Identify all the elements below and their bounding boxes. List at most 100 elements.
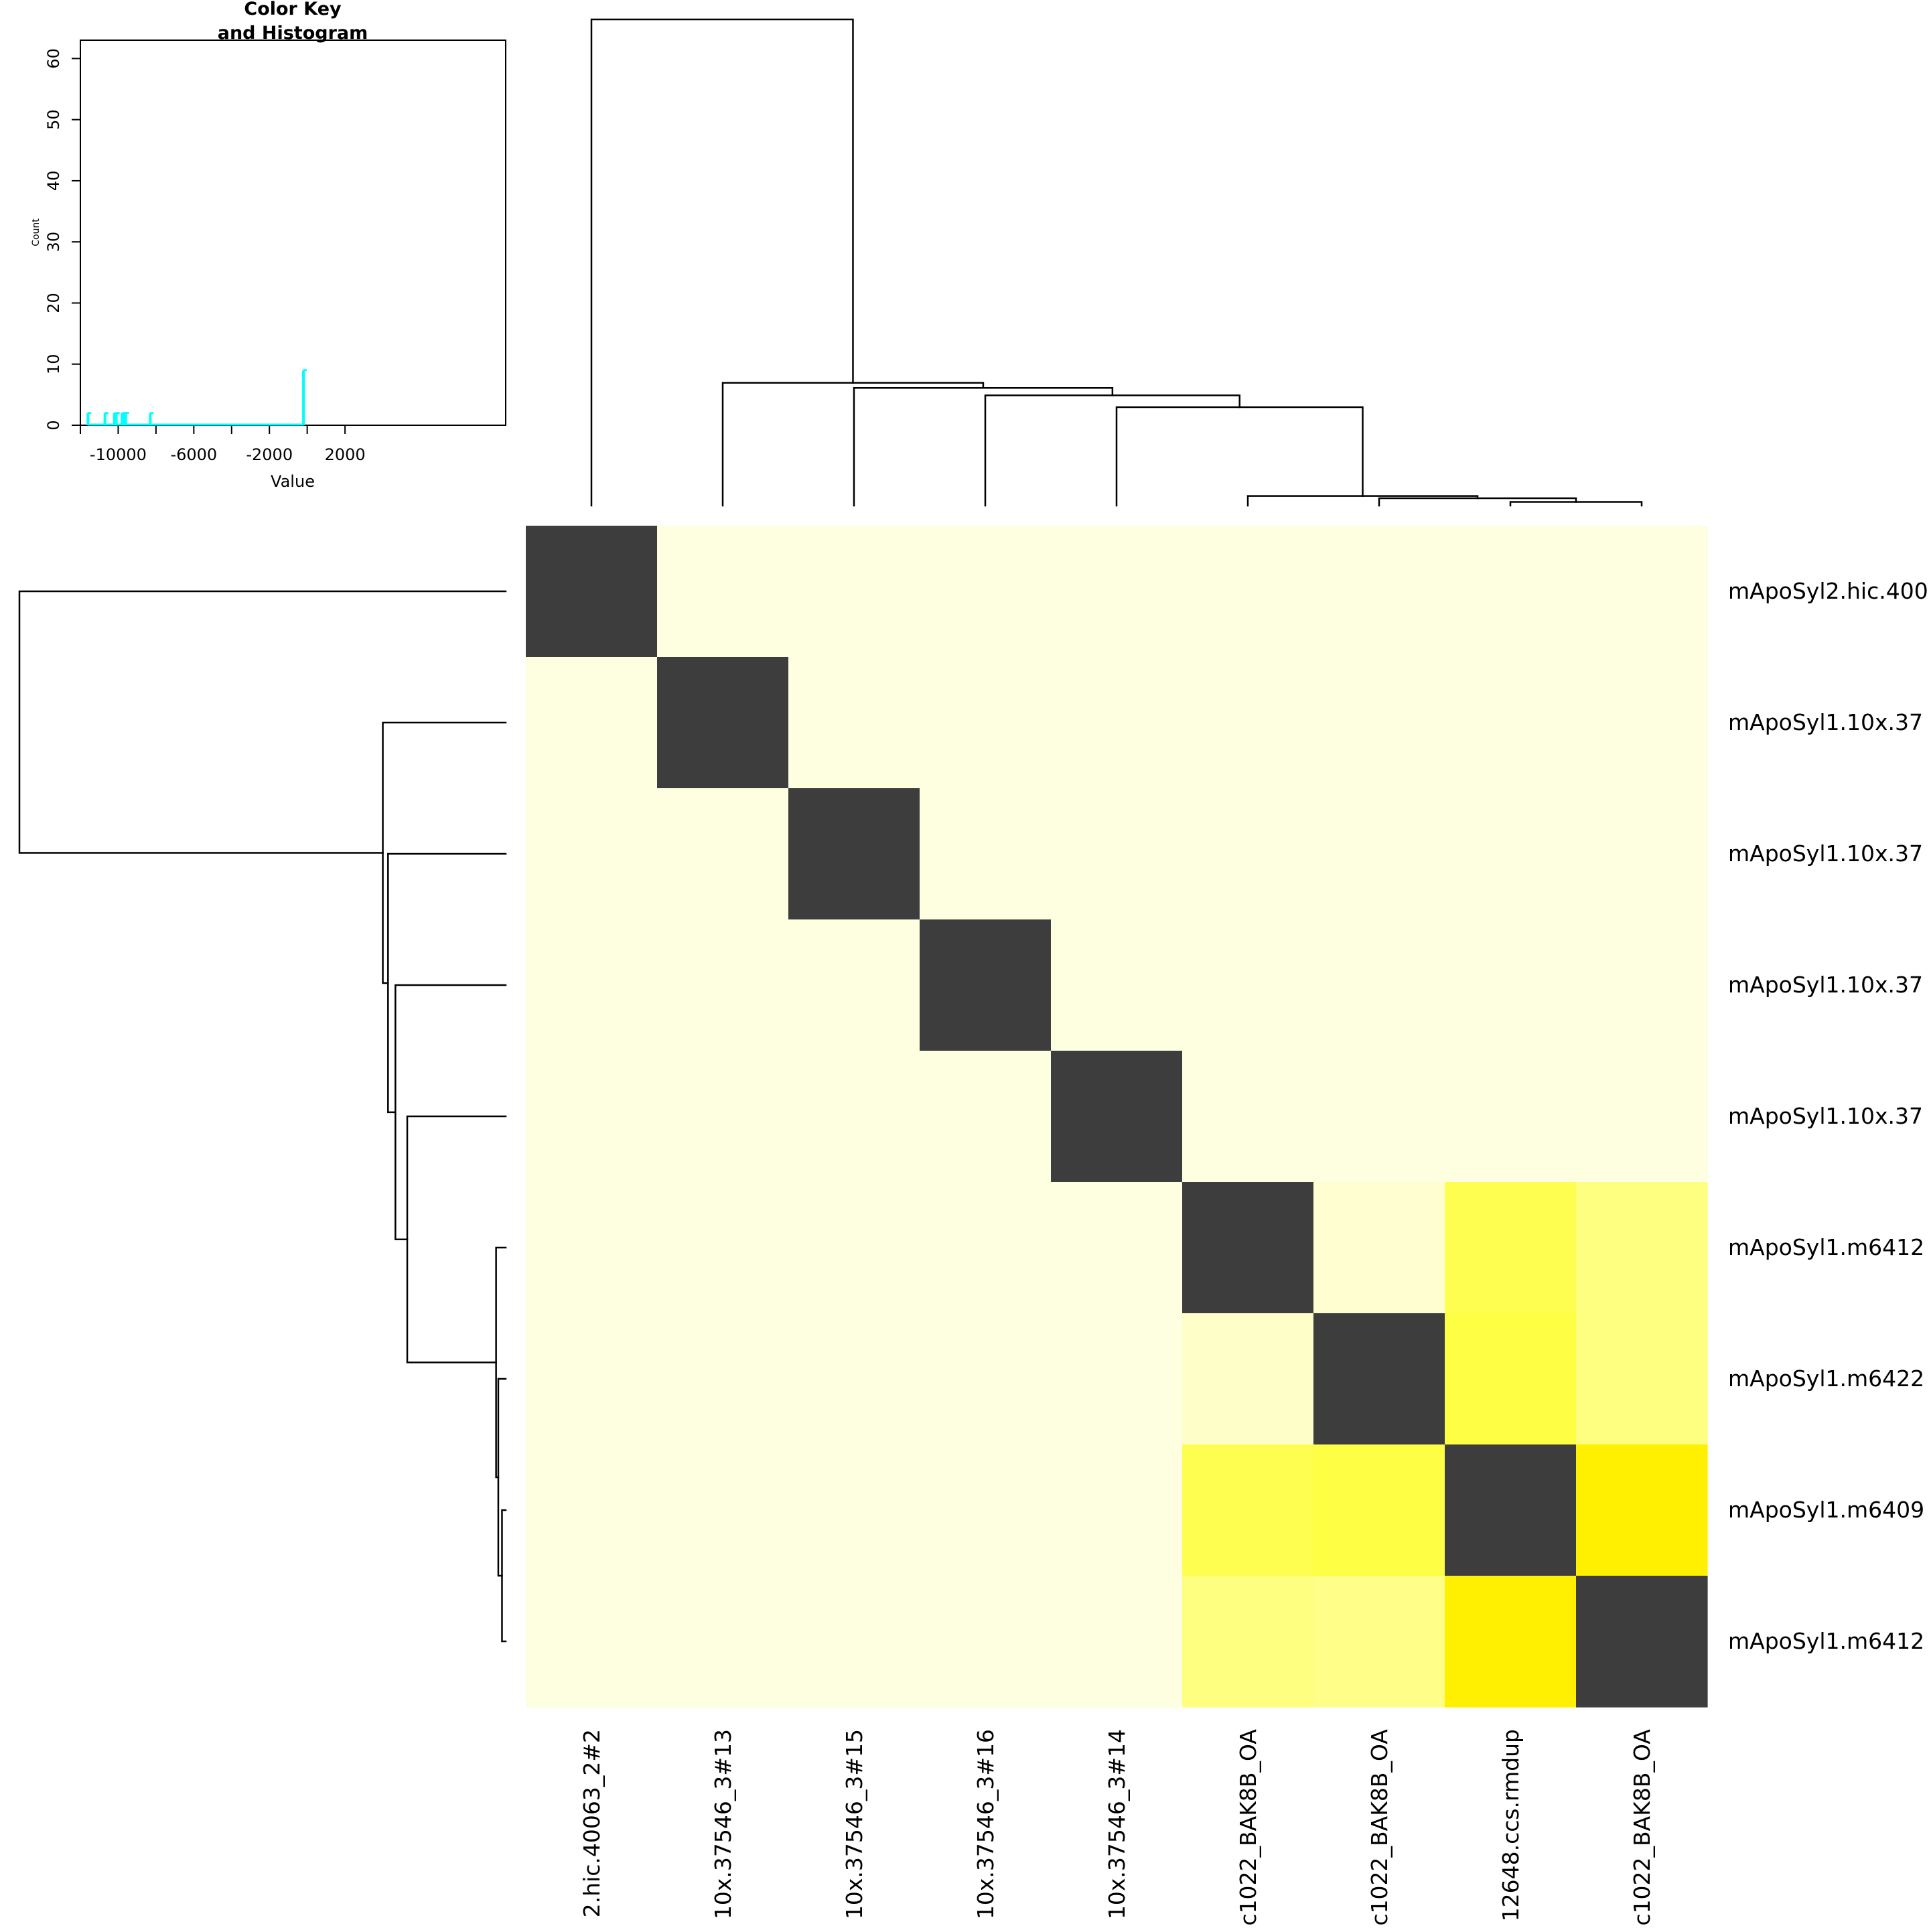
heatmap-cell bbox=[920, 1182, 1052, 1314]
heatmap-cell bbox=[1182, 919, 1314, 1051]
heatmap-cell bbox=[1576, 1444, 1708, 1576]
heatmap-cell bbox=[920, 1576, 1052, 1708]
heatmap-cell bbox=[1313, 526, 1445, 658]
heatmap-cell bbox=[788, 1051, 920, 1183]
heatmap-cell bbox=[1576, 526, 1708, 658]
dendrogram-branch bbox=[1115, 406, 1364, 507]
row-label: mApoSyl1.10x.37 bbox=[1728, 709, 1923, 735]
dendrogram-branch bbox=[387, 852, 507, 1114]
heatmap-cell bbox=[1445, 1313, 1577, 1445]
color-key-x-axis: -10000 -6000 -2000 2000 bbox=[80, 425, 366, 464]
heatmap-cell bbox=[657, 1576, 789, 1708]
heatmap-cell bbox=[1182, 1576, 1314, 1708]
heatmap-cells bbox=[526, 526, 1708, 1708]
color-key-y-tick-label: 60 bbox=[44, 48, 63, 69]
heatmap-cell bbox=[788, 657, 920, 789]
row-label: mApoSyl1.m6409 bbox=[1728, 1497, 1924, 1523]
color-key-x-axis-label: Value bbox=[271, 472, 315, 491]
heatmap-cell bbox=[1051, 1051, 1183, 1183]
heatmap-cell bbox=[526, 1444, 658, 1576]
heatmap-cell bbox=[1576, 919, 1708, 1051]
column-label: 10x.37546_3#16 bbox=[973, 1729, 999, 1919]
heatmap-cell bbox=[920, 1313, 1052, 1445]
heatmap-cell bbox=[657, 657, 789, 789]
dendrogram-branch bbox=[984, 394, 1240, 507]
color-key-y-axis: 0 10 20 30 40 50 60 bbox=[44, 48, 81, 431]
dendrogram-branch bbox=[18, 590, 507, 854]
heatmap-cell bbox=[1313, 657, 1445, 789]
color-key-y-tick-label: 20 bbox=[44, 293, 63, 313]
heatmap-cell bbox=[1313, 1051, 1445, 1183]
column-label: 10x.37546_3#15 bbox=[841, 1729, 867, 1919]
color-key-x-tick-label: -2000 bbox=[246, 445, 293, 464]
color-key-y-tick-label: 40 bbox=[44, 171, 63, 192]
heatmap-cell bbox=[1445, 1576, 1577, 1708]
heatmap-cell bbox=[1182, 657, 1314, 789]
heatmap-cell bbox=[920, 788, 1052, 920]
color-key-x-tick-label: 2000 bbox=[325, 445, 366, 464]
heatmap-cell bbox=[1313, 919, 1445, 1051]
row-label: mApoSyl1.10x.37 bbox=[1728, 1103, 1923, 1129]
heatmap-cell bbox=[1445, 1051, 1577, 1183]
heatmap-cell bbox=[1313, 788, 1445, 920]
heatmap-cell bbox=[1576, 1051, 1708, 1183]
row-label: mApoSyl1.10x.37 bbox=[1728, 972, 1923, 998]
column-label: 2.hic.40063_2#2 bbox=[579, 1729, 605, 1917]
heatmap-cell bbox=[1182, 1182, 1314, 1314]
heatmap-cell bbox=[657, 1444, 789, 1576]
column-label: c1022_BAK8B_OA bbox=[1629, 1729, 1655, 1926]
heatmap-cell bbox=[1576, 1182, 1708, 1314]
row-dendrogram bbox=[18, 590, 507, 1643]
heatmap-cell bbox=[1313, 1182, 1445, 1314]
heatmap-cell bbox=[788, 788, 920, 920]
color-key-plot-frame bbox=[80, 40, 506, 426]
color-key-x-tick-label: -6000 bbox=[170, 445, 217, 464]
dendrogram-branch bbox=[395, 984, 507, 1240]
heatmap-cell bbox=[526, 657, 658, 789]
color-key-histogram: Color Key and Histogram -10000 -6000 -2000… bbox=[31, 0, 506, 491]
heatmap-cell bbox=[920, 1444, 1052, 1576]
heatmap-cell bbox=[920, 919, 1052, 1051]
color-key-y-tick-label: 0 bbox=[44, 420, 63, 430]
column-label: 12648.ccs.rmdup bbox=[1498, 1729, 1524, 1921]
column-dendrogram bbox=[590, 18, 1643, 507]
column-label: 10x.37546_3#14 bbox=[1104, 1729, 1130, 1919]
heatmap-cell bbox=[920, 657, 1052, 789]
heatmap-cell bbox=[788, 919, 920, 1051]
heatmap-cell bbox=[1445, 788, 1577, 920]
heatmap-cell bbox=[1445, 526, 1577, 658]
heatmap-cell bbox=[920, 1051, 1052, 1183]
heatmap-cell bbox=[526, 1051, 658, 1183]
row-labels: mApoSyl2.hic.400 mApoSyl1.10x.37 mApoSyl1.… bbox=[1728, 578, 1928, 1654]
color-key-y-axis-label: Count bbox=[31, 218, 42, 246]
column-label: 10x.37546_3#13 bbox=[710, 1729, 736, 1919]
heatmap-cell bbox=[788, 1313, 920, 1445]
heatmap-cell bbox=[526, 1182, 658, 1314]
row-label: mApoSyl1.m6422 bbox=[1728, 1365, 1924, 1392]
color-key-y-tick-label: 10 bbox=[44, 354, 63, 374]
heatmap-cell bbox=[1051, 657, 1183, 789]
heatmap-cell bbox=[1051, 919, 1183, 1051]
heatmap-cell bbox=[1051, 1444, 1183, 1576]
heatmap-cell bbox=[1182, 1313, 1314, 1445]
heatmap-cell bbox=[526, 919, 658, 1051]
color-key-x-tick-label: -10000 bbox=[90, 445, 147, 464]
dendrogram-branch bbox=[721, 382, 985, 507]
heatmap-cell bbox=[1445, 1444, 1577, 1576]
heatmap-cell bbox=[1182, 526, 1314, 658]
row-label: mApoSyl1.m6412 bbox=[1728, 1628, 1924, 1654]
heatmap-cell bbox=[1576, 1313, 1708, 1445]
heatmap-cell bbox=[1313, 1576, 1445, 1708]
heatmap-cell bbox=[1051, 1576, 1183, 1708]
color-key-y-tick-label: 30 bbox=[44, 232, 63, 252]
heatmap-cell bbox=[1576, 657, 1708, 789]
heatmap-cell bbox=[526, 1576, 658, 1708]
heatmap-cell bbox=[1576, 788, 1708, 920]
heatmap-cell bbox=[657, 919, 789, 1051]
dendrogram-branch bbox=[590, 18, 854, 507]
heatmap-cell bbox=[920, 526, 1052, 658]
heatmap-cell bbox=[657, 1051, 789, 1183]
heatmap-cell bbox=[1445, 657, 1577, 789]
